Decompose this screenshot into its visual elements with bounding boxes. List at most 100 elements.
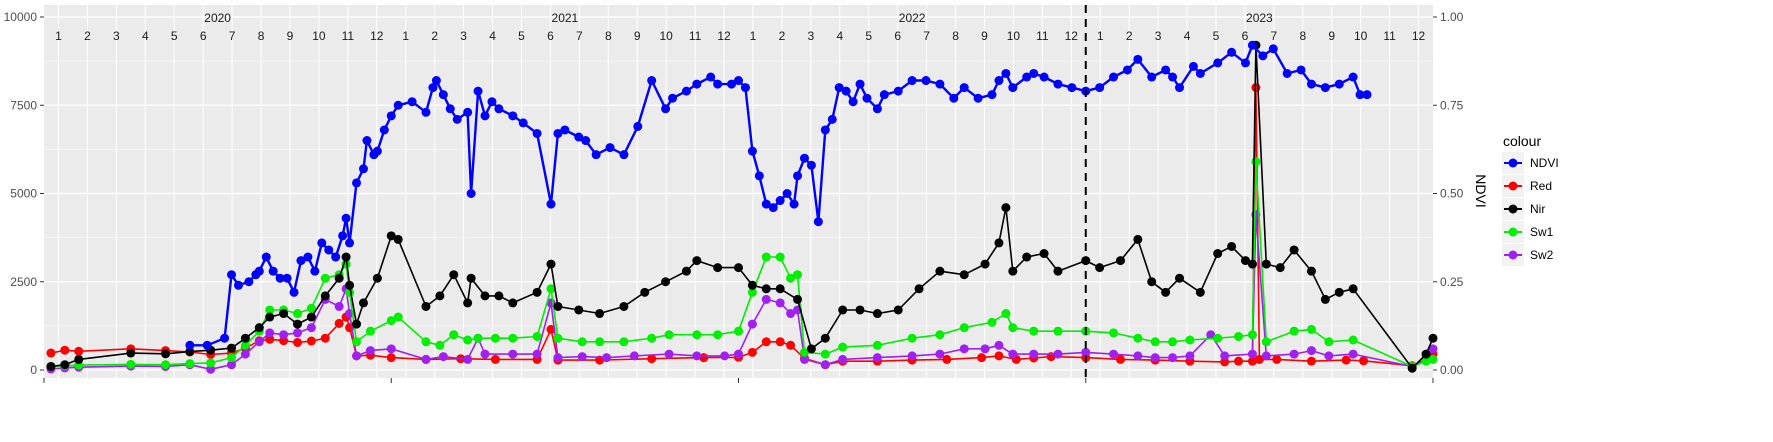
data-point xyxy=(647,354,657,364)
month-label: 9 xyxy=(634,29,641,43)
data-point xyxy=(240,349,250,359)
data-point xyxy=(438,352,448,362)
data-point xyxy=(855,79,865,89)
data-point xyxy=(265,312,275,322)
data-point xyxy=(605,143,615,153)
data-point xyxy=(480,291,490,301)
data-point xyxy=(1147,277,1157,287)
data-point xyxy=(1362,90,1372,100)
data-point xyxy=(775,196,785,206)
data-point xyxy=(664,330,674,340)
series-sw1 xyxy=(46,157,1438,371)
legend-label: NDVI xyxy=(1530,156,1559,170)
data-point xyxy=(1407,363,1417,373)
data-point xyxy=(855,305,865,315)
data-point xyxy=(546,284,556,294)
data-point xyxy=(907,76,917,86)
data-point xyxy=(296,256,306,266)
data-point xyxy=(994,238,1004,248)
data-point xyxy=(1029,68,1039,78)
data-point xyxy=(466,273,476,283)
data-point xyxy=(1168,72,1178,82)
data-point xyxy=(838,305,848,315)
data-point xyxy=(421,337,431,347)
data-point xyxy=(629,351,639,361)
data-point xyxy=(1289,245,1299,255)
data-point xyxy=(546,324,556,334)
data-point xyxy=(553,333,563,343)
data-point xyxy=(306,303,316,313)
data-point xyxy=(1220,351,1230,361)
right-axis-tick-label: 0.50 xyxy=(1440,187,1464,201)
data-point xyxy=(352,319,362,329)
data-point xyxy=(681,86,691,96)
legend-item-sw2: Sw2 xyxy=(1502,244,1554,266)
data-point xyxy=(324,245,334,255)
data-point xyxy=(1348,72,1358,82)
month-label: 4 xyxy=(1184,29,1191,43)
data-point xyxy=(793,270,803,280)
month-label: 6 xyxy=(1242,29,1249,43)
data-point xyxy=(1247,356,1257,366)
data-point xyxy=(820,360,830,370)
legend-key-point xyxy=(1508,158,1518,168)
data-point xyxy=(775,337,785,347)
data-point xyxy=(306,323,316,333)
data-point xyxy=(980,344,990,354)
data-point xyxy=(1122,65,1132,75)
data-point xyxy=(1195,68,1205,78)
data-point xyxy=(1168,353,1178,363)
data-point xyxy=(1039,72,1049,82)
data-point xyxy=(244,277,254,287)
data-point xyxy=(1268,44,1278,54)
data-point xyxy=(508,349,518,359)
data-point xyxy=(365,346,375,356)
data-point xyxy=(185,340,195,350)
data-point xyxy=(1161,287,1171,297)
data-point xyxy=(254,266,264,276)
data-point xyxy=(907,351,917,361)
legend-item-ndvi: NDVI xyxy=(1502,152,1559,174)
data-point xyxy=(206,358,216,368)
data-point xyxy=(1428,354,1438,364)
data-point xyxy=(1289,326,1299,336)
month-label: 12 xyxy=(1412,29,1426,43)
data-point xyxy=(661,277,671,287)
data-point xyxy=(445,104,455,114)
data-point xyxy=(1188,61,1198,71)
data-point xyxy=(1306,356,1316,366)
legend-label: Sw2 xyxy=(1530,248,1554,262)
data-point xyxy=(292,319,302,329)
data-point xyxy=(372,146,382,156)
data-point xyxy=(786,309,796,319)
data-point xyxy=(1185,335,1195,345)
data-point xyxy=(473,333,483,343)
legend-key-point xyxy=(1508,227,1518,237)
data-point xyxy=(1261,259,1271,269)
data-point xyxy=(320,333,330,343)
data-point xyxy=(994,340,1004,350)
data-point xyxy=(480,349,490,359)
data-point xyxy=(942,354,952,364)
data-point xyxy=(640,287,650,297)
data-point xyxy=(806,344,816,354)
data-point xyxy=(345,238,355,248)
data-point xyxy=(358,164,368,174)
data-point xyxy=(1261,351,1271,361)
series-sw2 xyxy=(46,210,1438,374)
month-label: 2 xyxy=(779,29,786,43)
month-label: 3 xyxy=(113,29,120,43)
data-point xyxy=(574,305,584,315)
data-point xyxy=(431,76,441,86)
data-point xyxy=(393,100,403,110)
data-point xyxy=(490,333,500,343)
data-point xyxy=(279,330,289,340)
data-point xyxy=(647,76,657,86)
data-point xyxy=(872,340,882,350)
month-label: 11 xyxy=(342,29,355,43)
data-point xyxy=(254,323,264,333)
data-point xyxy=(279,309,289,319)
month-label: 5 xyxy=(865,29,872,43)
data-point xyxy=(463,107,473,117)
data-point xyxy=(827,114,837,124)
